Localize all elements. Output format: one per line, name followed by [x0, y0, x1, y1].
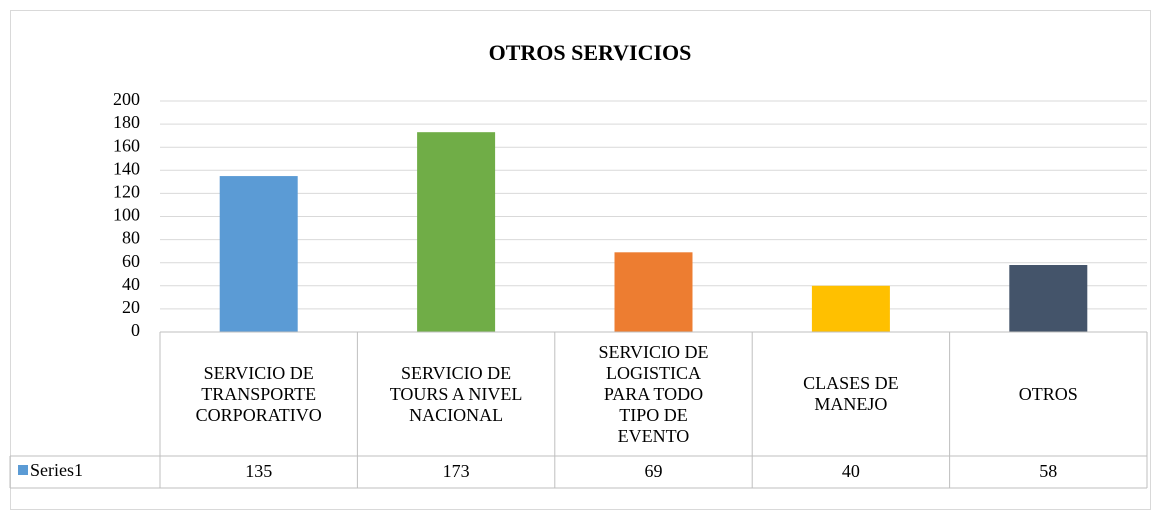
x-tick-label: SERVICIO DE TRANSPORTE CORPORATIVO: [160, 332, 357, 456]
x-tick-text: SERVICIO DE TRANSPORTE CORPORATIVO: [195, 362, 322, 425]
x-tick-label: CLASES DE MANEJO: [752, 332, 949, 456]
y-tick-label: 200: [113, 89, 140, 109]
y-tick-label: 40: [122, 274, 140, 294]
y-tick-label: 0: [131, 320, 140, 340]
x-tick-label: OTROS: [950, 332, 1147, 456]
table-value: 40: [842, 461, 860, 481]
bar: [614, 252, 693, 332]
table-value: 69: [645, 461, 663, 481]
x-tick-text: SERVICIO DE LOGISTICA PARA TODO TIPO DE …: [598, 341, 709, 446]
y-tick-label: 20: [122, 297, 140, 317]
y-tick-label: 140: [113, 158, 140, 178]
y-tick-label: 160: [113, 135, 140, 155]
bar: [417, 132, 496, 332]
chart-border: [10, 10, 1151, 510]
legend-label: Series1: [30, 460, 83, 480]
x-tick-label: SERVICIO DE LOGISTICA PARA TODO TIPO DE …: [555, 332, 752, 456]
x-tick-text: CLASES DE MANEJO: [803, 373, 899, 414]
y-tick-label: 60: [122, 251, 140, 271]
x-tick-text: OTROS: [1018, 383, 1078, 404]
bar: [811, 285, 890, 332]
y-tick-label: 80: [122, 228, 140, 248]
x-tick-label: SERVICIO DE TOURS A NIVEL NACIONAL: [357, 332, 554, 456]
y-tick-label: 180: [113, 112, 140, 132]
bar: [1009, 265, 1088, 332]
table-value: 173: [443, 461, 470, 481]
table-value: 135: [245, 461, 272, 481]
y-tick-label: 120: [113, 182, 140, 202]
legend-key: [18, 465, 28, 475]
bar: [219, 176, 298, 332]
y-tick-label: 100: [113, 205, 140, 225]
x-tick-text: SERVICIO DE TOURS A NIVEL NACIONAL: [389, 362, 523, 425]
chart-title: OTROS SERVICIOS: [489, 40, 692, 65]
table-value: 58: [1039, 461, 1057, 481]
